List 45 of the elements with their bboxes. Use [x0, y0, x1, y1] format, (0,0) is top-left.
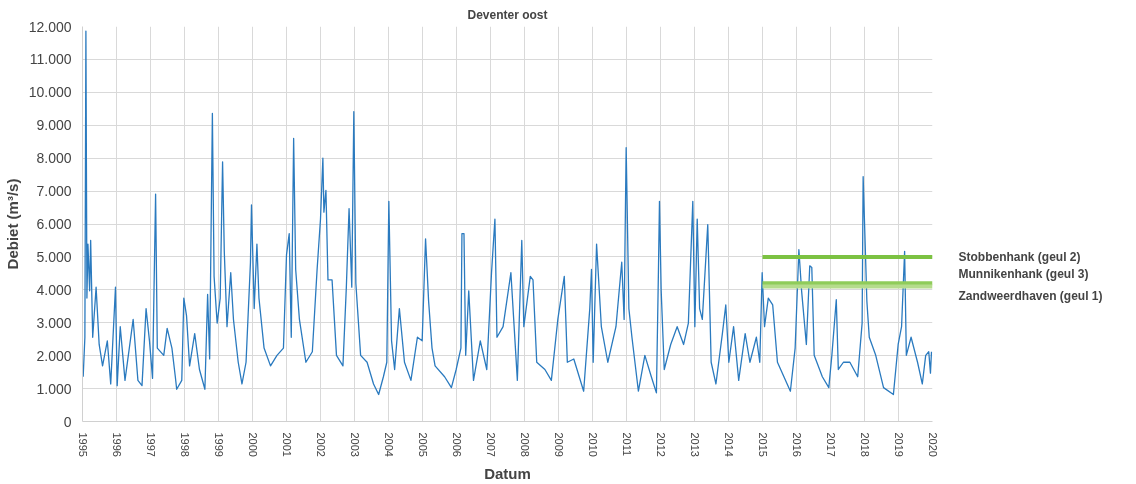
y-tick-label: 2.000: [36, 347, 72, 364]
x-tick-label: 2002: [314, 432, 327, 457]
x-tick-label: 1996: [110, 432, 123, 457]
y-tick-label: 0: [63, 413, 72, 430]
text: Stobbenhank (geul 2): [958, 249, 1081, 264]
x-tick-label: 2006: [450, 432, 463, 457]
x-tick-label: 1995: [76, 432, 89, 457]
y-tick-label: 3.000: [36, 314, 72, 331]
x-tick-label: 2000: [246, 432, 259, 457]
y-tick-label: 9.000: [36, 117, 72, 134]
y-tick-label: 1.000: [36, 380, 72, 397]
x-tick-label: 2014: [722, 432, 735, 457]
x-tick-label: 2003: [348, 432, 361, 457]
text: Munnikenhank (geul 3): [958, 266, 1089, 281]
x-tick-label: 2016: [790, 432, 803, 457]
y-tick-label: 6.000: [36, 216, 72, 232]
y-tick-label: 4.000: [36, 281, 72, 298]
x-axis-title: Datum: [484, 464, 531, 482]
text: Zandweerdhaven (geul 1): [958, 288, 1103, 303]
x-tick-label: 2017: [824, 432, 837, 457]
x-tick-label: 2012: [654, 432, 667, 457]
y-tick-label: 7.000: [36, 183, 72, 200]
y-tick-label: 12.000: [28, 18, 72, 35]
x-tick-label: 2004: [382, 432, 395, 457]
x-tick-label: 2001: [280, 432, 293, 457]
y-tick-label: 11.000: [29, 51, 72, 68]
x-tick-label: 2018: [858, 432, 871, 457]
y-tick-label: 8.000: [36, 150, 72, 167]
x-tick-label: 1999: [212, 432, 225, 457]
chart-title: Deventer oost: [467, 7, 548, 22]
x-tick-label: 2005: [416, 432, 429, 457]
x-tick-label: 1997: [144, 432, 157, 457]
x-tick-label: 1998: [178, 432, 191, 457]
x-tick-label: 2009: [552, 432, 565, 457]
x-tick-label: 2020: [926, 432, 939, 457]
x-tick-label: 2010: [586, 432, 599, 457]
x-tick-label: 2011: [620, 432, 633, 457]
x-tick-label: 2015: [756, 432, 769, 457]
y-tick-label: 5.000: [36, 248, 72, 265]
y-axis-title: Debiet (m³/s): [3, 178, 21, 270]
x-tick-label: 2007: [484, 432, 497, 457]
x-tick-label: 2013: [688, 432, 701, 457]
x-tick-label: 2008: [518, 432, 531, 457]
y-tick-label: 10.000: [28, 84, 72, 101]
x-tick-label: 2019: [892, 432, 905, 457]
